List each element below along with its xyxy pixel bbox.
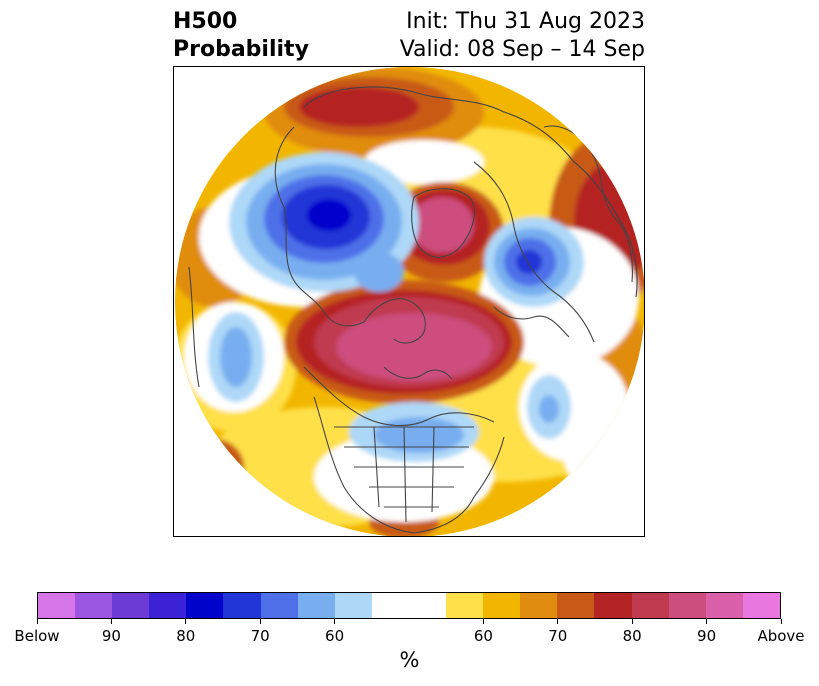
init-time: Init: Thu 31 Aug 2023 xyxy=(406,9,645,34)
colorbar-above-3 xyxy=(557,593,595,618)
coastlines xyxy=(188,86,638,534)
colorbar-below-1 xyxy=(75,593,113,618)
colorbar-tick xyxy=(36,619,38,624)
colorbar-tick-label: 90 xyxy=(101,627,121,645)
colorbar-tick xyxy=(334,619,336,624)
title-product: Probability xyxy=(173,37,309,62)
colorbar-ticks: Below 90 80 70 60 60 70 80 90 Above xyxy=(0,619,819,645)
colorbar-tick xyxy=(780,619,782,624)
colorbar-tick-label: Above xyxy=(757,627,805,645)
colorbar-tick xyxy=(482,619,484,624)
colorbar-above-6 xyxy=(668,593,706,618)
map-panel xyxy=(173,66,645,537)
colorbar-tick-label: 60 xyxy=(473,627,493,645)
colorbar-tick xyxy=(110,619,112,624)
colorbar-tick xyxy=(557,619,559,624)
colorbar-tick-label: 90 xyxy=(697,627,717,645)
colorbar-above-4 xyxy=(594,593,632,618)
colorbar-tick-label: 70 xyxy=(250,627,270,645)
colorbar-tick xyxy=(631,619,633,624)
colorbar-below-7 xyxy=(297,593,335,618)
probability-field xyxy=(175,67,644,536)
colorbar-neutral xyxy=(371,593,447,618)
colorbar-below-3 xyxy=(149,593,187,618)
colorbar-units: % xyxy=(399,648,420,672)
colorbar-above-0 xyxy=(446,593,484,618)
colorbar-tick-label: 60 xyxy=(325,627,345,645)
valid-period: Valid: 08 Sep – 14 Sep xyxy=(399,37,645,62)
colorbar xyxy=(37,592,781,619)
colorbar-below-0 xyxy=(38,593,76,618)
colorbar-below-4 xyxy=(186,593,224,618)
title-right: Init: Thu 31 Aug 2023 Valid: 08 Sep – 14… xyxy=(400,8,645,64)
colorbar-tick-label: 80 xyxy=(176,627,196,645)
colorbar-tick-label: 80 xyxy=(622,627,642,645)
colorbar-tick xyxy=(185,619,187,624)
polar-map xyxy=(175,67,644,536)
colorbar-tick-label: Below xyxy=(14,627,60,645)
colorbar-above-1 xyxy=(483,593,521,618)
colorbar-below-5 xyxy=(223,593,261,618)
colorbar-tick-label: 70 xyxy=(548,627,568,645)
colorbar-tick xyxy=(706,619,708,624)
colorbar-below-6 xyxy=(260,593,298,618)
colorbar-below-2 xyxy=(112,593,150,618)
colorbar-above-2 xyxy=(520,593,558,618)
colorbar-above-8 xyxy=(742,593,780,618)
colorbar-above-7 xyxy=(705,593,743,618)
colorbar-tick xyxy=(259,619,261,624)
title-left: H500 Probability xyxy=(173,8,309,64)
title-variable: H500 xyxy=(173,9,238,34)
colorbar-below-8 xyxy=(334,593,372,618)
colorbar-above-5 xyxy=(631,593,669,618)
